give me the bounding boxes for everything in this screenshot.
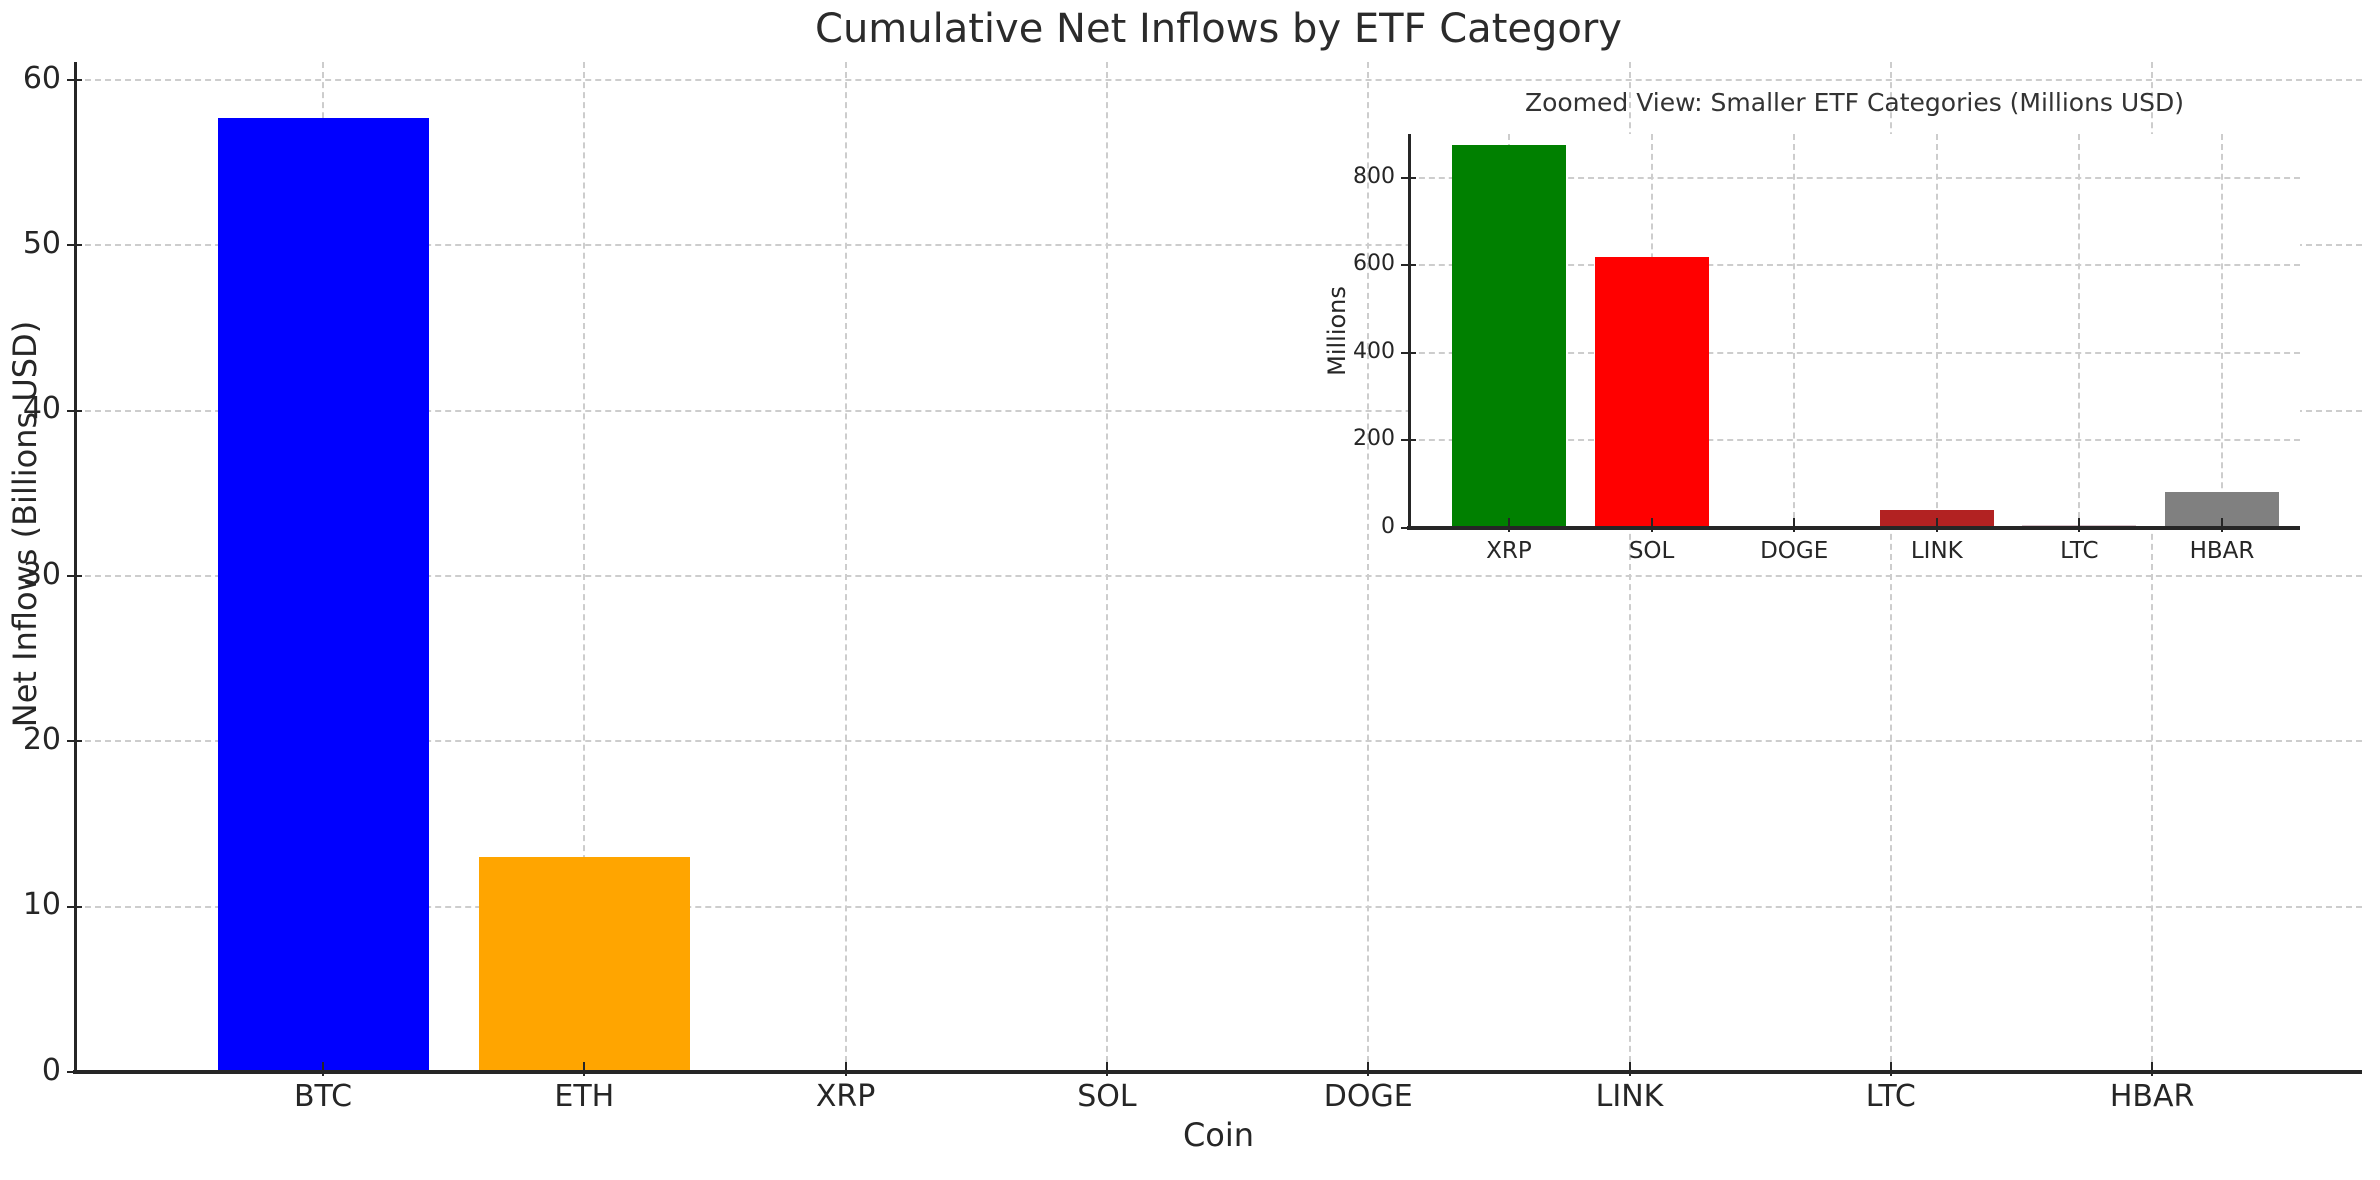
inset-bottom-spine bbox=[1407, 526, 2300, 530]
main-x-tick-mark bbox=[1628, 1062, 1631, 1076]
inset-x-tick-mark bbox=[1650, 518, 1653, 532]
inset-x-tick-mark bbox=[1508, 518, 1510, 532]
main-v-gridline bbox=[1105, 62, 1108, 1072]
inset-h-gridline bbox=[1409, 439, 2300, 442]
main-h-gridline bbox=[75, 575, 2362, 578]
main-x-tick-mark bbox=[2151, 1062, 2154, 1076]
inset-y-tick-mark bbox=[1401, 351, 1416, 354]
main-y-tick-mark bbox=[67, 244, 82, 247]
inset-x-tick-mark bbox=[1935, 518, 1938, 532]
main-x-tick-label: LINK bbox=[1595, 1079, 1664, 1114]
main-left-spine bbox=[74, 62, 77, 1074]
inset-y-tick-label: 600 bbox=[1353, 251, 1395, 277]
main-x-tick-mark bbox=[1367, 1062, 1370, 1076]
inset-x-tick-label: HBAR bbox=[2189, 538, 2255, 564]
inset-y-tick-label: 0 bbox=[1381, 513, 1395, 539]
inset-y-tick-mark bbox=[1401, 264, 1416, 267]
inset-x-tick-label: DOGE bbox=[1760, 538, 1829, 564]
main-bottom-spine bbox=[73, 1070, 2362, 1074]
main-x-tick-mark bbox=[322, 1062, 324, 1076]
main-v-gridline bbox=[1628, 62, 1631, 1072]
main-y-tick-label: 60 bbox=[22, 60, 61, 96]
chart-title: Cumulative Net Inflows by ETF Category bbox=[815, 6, 1622, 52]
inset-x-tick-mark bbox=[2221, 518, 2223, 532]
main-y-axis-label: Net Inflows (Billions USD) bbox=[6, 320, 44, 728]
inset-y-tick-mark bbox=[1401, 527, 1416, 529]
inset-x-tick-label: LTC bbox=[2060, 538, 2099, 564]
main-y-tick-mark bbox=[67, 905, 82, 908]
main-x-tick-mark bbox=[844, 1062, 847, 1076]
main-v-gridline bbox=[583, 62, 586, 1072]
bar-sol bbox=[1594, 257, 1709, 528]
main-y-tick-label: 50 bbox=[22, 225, 61, 261]
inset-y-tick-label: 200 bbox=[1353, 426, 1395, 452]
inset-left-spine bbox=[1408, 134, 1411, 530]
inset-x-tick-mark bbox=[2078, 518, 2081, 532]
inset-h-gridline bbox=[1409, 176, 2300, 179]
main-y-tick-label: 10 bbox=[22, 887, 61, 923]
inset-x-tick-label: SOL bbox=[1628, 538, 1675, 564]
inset-x-tick-label: XRP bbox=[1486, 538, 1532, 564]
main-y-tick-label: 20 bbox=[22, 721, 61, 757]
inset-y-tick-label: 800 bbox=[1353, 163, 1395, 189]
inset-y-tick-mark bbox=[1401, 176, 1416, 179]
main-x-tick-label: ETH bbox=[554, 1079, 615, 1114]
main-x-tick-label: SOL bbox=[1077, 1079, 1137, 1114]
inset-h-gridline bbox=[1409, 351, 2300, 354]
main-y-tick-mark bbox=[67, 79, 82, 82]
inset-h-gridline bbox=[1409, 264, 2300, 267]
main-y-tick-label: 0 bbox=[41, 1052, 61, 1088]
main-x-tick-mark bbox=[583, 1062, 586, 1076]
inset-y-tick-mark bbox=[1401, 439, 1416, 442]
bar-btc bbox=[217, 118, 429, 1072]
main-h-gridline bbox=[75, 409, 2362, 412]
main-x-tick-label: LTC bbox=[1865, 1079, 1916, 1114]
main-h-gridline bbox=[75, 740, 2362, 743]
main-v-gridline bbox=[1367, 62, 1370, 1072]
main-y-tick-mark bbox=[67, 1071, 82, 1073]
inset-x-tick-label: LINK bbox=[1910, 538, 1963, 564]
inset-v-gridline bbox=[1793, 134, 1796, 528]
inset-x-tick-mark bbox=[1793, 518, 1796, 532]
main-x-tick-mark bbox=[1105, 1062, 1108, 1076]
main-x-tick-label: BTC bbox=[293, 1079, 353, 1114]
bar-eth bbox=[478, 857, 690, 1072]
main-h-gridline bbox=[75, 244, 2362, 247]
main-h-gridline bbox=[75, 905, 2362, 908]
main-x-axis-label: Coin bbox=[1182, 1116, 1255, 1154]
main-x-tick-mark bbox=[1889, 1062, 1892, 1076]
main-y-tick-mark bbox=[67, 409, 82, 412]
main-y-tick-label: 30 bbox=[22, 556, 61, 592]
main-y-tick-mark bbox=[67, 740, 82, 743]
main-x-tick-label: HBAR bbox=[2109, 1079, 2195, 1114]
inset-v-gridline bbox=[2078, 134, 2081, 528]
main-v-gridline bbox=[2151, 62, 2154, 1072]
main-x-tick-label: XRP bbox=[815, 1079, 876, 1114]
inset-v-gridline bbox=[2221, 134, 2223, 528]
inset-y-tick-label: 400 bbox=[1353, 338, 1395, 364]
main-y-tick-mark bbox=[67, 575, 82, 578]
main-x-tick-label: DOGE bbox=[1323, 1079, 1413, 1114]
main-v-gridline bbox=[844, 62, 847, 1072]
main-y-tick-label: 40 bbox=[22, 391, 61, 427]
bar-xrp bbox=[1452, 145, 1566, 528]
main-v-gridline bbox=[1889, 62, 1892, 1072]
main-h-gridline bbox=[75, 79, 2362, 82]
inset-v-gridline bbox=[1935, 134, 1938, 528]
inset-title: Zoomed View: Smaller ETF Categories (Mil… bbox=[1524, 88, 2185, 117]
